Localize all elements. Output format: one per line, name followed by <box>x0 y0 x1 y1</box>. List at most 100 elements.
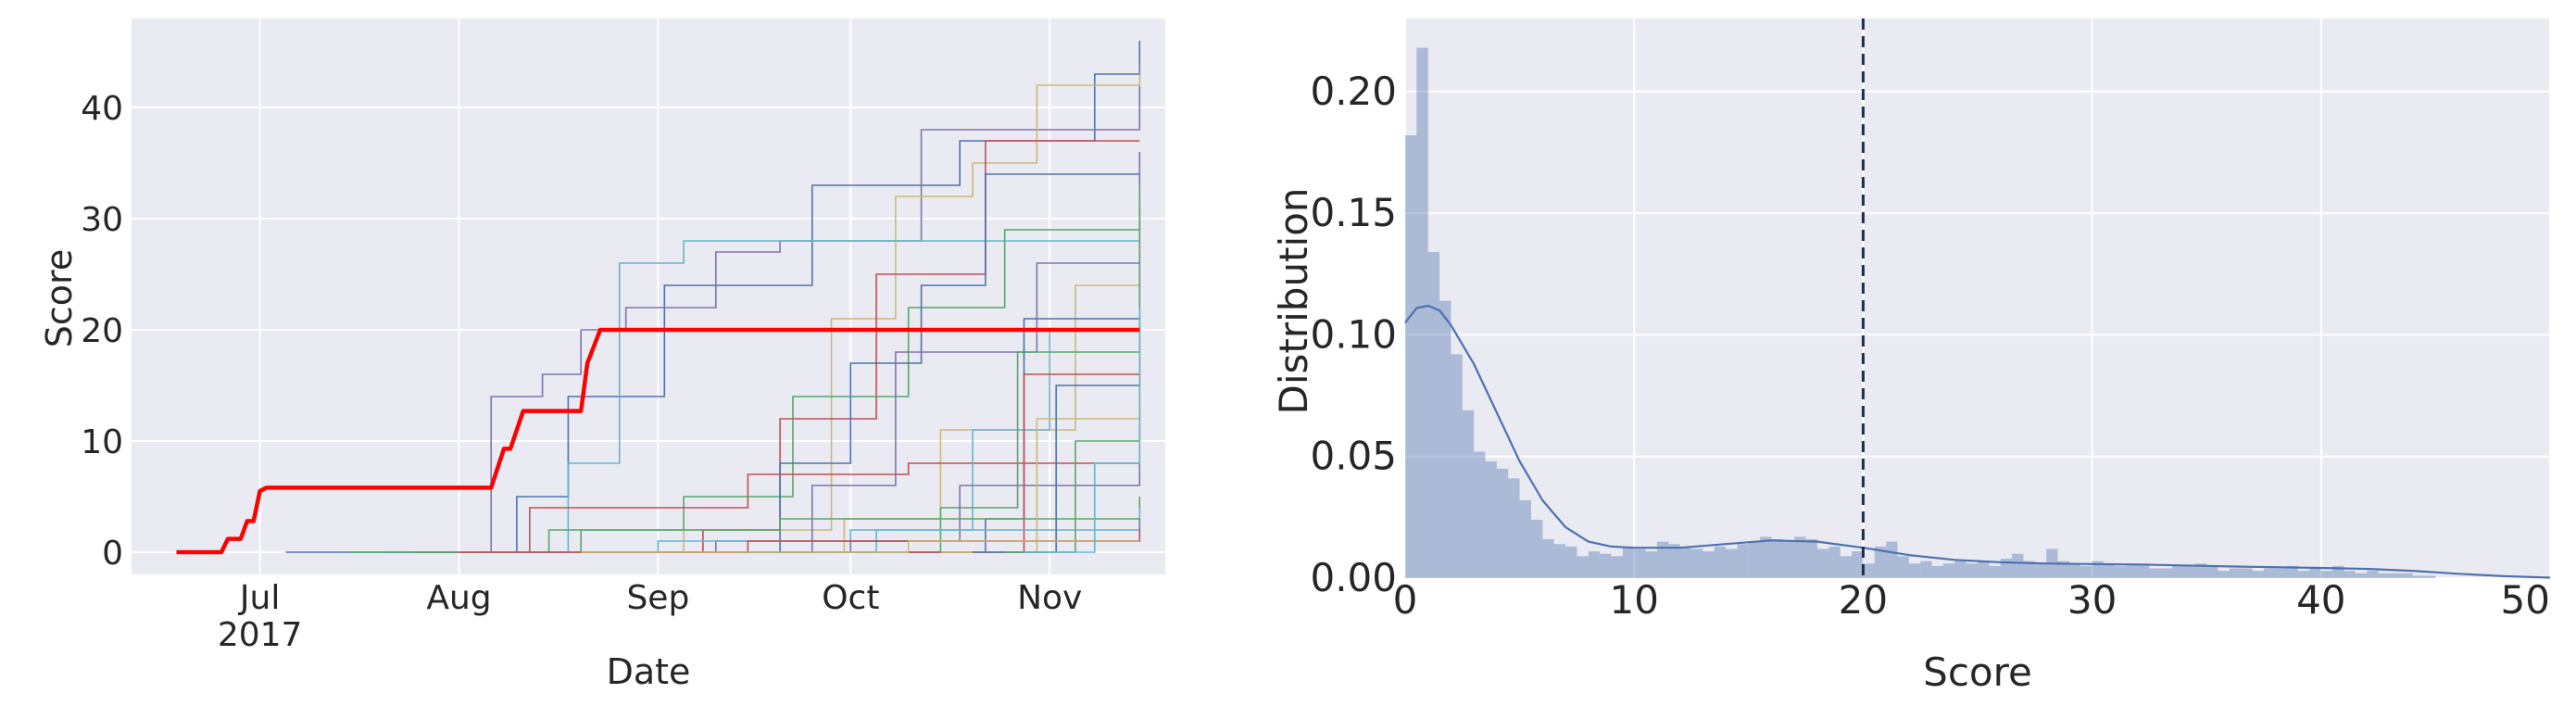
distribution-x-tick-label: 40 <box>2296 577 2345 623</box>
distribution-histogram-bar <box>1771 538 1783 578</box>
distribution-histogram-bar <box>2367 571 2379 578</box>
distribution-y-tick-label: 0.20 <box>1310 69 1397 114</box>
distribution-histogram-bar <box>2320 571 2333 578</box>
distribution-histogram-bar <box>2092 561 2104 578</box>
distribution-histogram-bar <box>1737 544 1749 578</box>
distribution-histogram-bar <box>1703 551 1715 578</box>
timeline-series-lines <box>285 41 1141 553</box>
timeline-highlight-series-line <box>176 327 1140 555</box>
distribution-histogram-bar <box>1942 563 1955 578</box>
distribution-histogram-bar <box>2138 563 2150 578</box>
distribution-x-tick-label: 0 <box>1393 577 1418 623</box>
distribution-histogram-bar <box>1989 565 2001 578</box>
timeline-y-tick-label: 0 <box>102 535 123 573</box>
distribution-histogram-bar <box>1908 563 1921 578</box>
distribution-gridlines <box>1404 19 2551 579</box>
distribution-histogram-bar <box>2012 553 2024 578</box>
distribution-histogram-bar <box>1634 548 1646 578</box>
timeline-x-tick-label: Nov <box>1017 579 1082 617</box>
distribution-histogram-bar <box>2229 568 2242 578</box>
distribution-histogram-bar <box>1474 451 1486 578</box>
distribution-kde-line <box>1404 304 2551 579</box>
timeline-series-line <box>715 152 1141 553</box>
distribution-plot-area <box>1405 19 2550 578</box>
distribution-tick-labels: 0 10 20 30 40 50 0.00 0.05 0.10 0.15 0.20 <box>1310 69 2550 623</box>
timeline-y-tick-label: 10 <box>81 423 123 461</box>
distribution-y-tick-label: 0.05 <box>1310 434 1397 479</box>
distribution-histogram-bar <box>2401 573 2413 578</box>
timeline-x-tick-label: Sep <box>626 579 689 617</box>
distribution-histogram-bar <box>2344 571 2356 578</box>
distribution-histogram-bar <box>2264 568 2276 578</box>
distribution-histogram-bar <box>1852 551 1864 578</box>
distribution-histogram-bar <box>1691 548 1703 578</box>
distribution-histogram-bar <box>2252 571 2264 578</box>
distribution-histogram-bar <box>2275 568 2287 578</box>
timeline-series-line <box>484 240 1140 553</box>
distribution-y-tick-label: 0.10 <box>1310 311 1397 357</box>
timeline-series-line <box>581 540 1140 553</box>
distribution-histogram-bar <box>2206 565 2218 578</box>
distribution-histogram-bar <box>1519 499 1531 578</box>
distribution-histogram-bar <box>2218 571 2230 578</box>
distribution-histogram-bar <box>2115 565 2127 578</box>
distribution-histogram-bar <box>1416 47 1428 578</box>
timeline-x-tick-label: Jul <box>238 579 280 617</box>
distribution-histogram-bars <box>1405 47 2436 578</box>
timeline-y-tick-label: 40 <box>81 90 123 128</box>
distribution-histogram-bar <box>2160 568 2173 578</box>
timeline-series-line <box>414 462 1140 553</box>
distribution-histogram-bar <box>2309 568 2321 578</box>
distribution-histogram-bar <box>1611 556 1623 578</box>
distribution-histogram-bar <box>2149 568 2161 578</box>
timeline-highlight-line <box>176 327 1140 555</box>
distribution-histogram-bar <box>1577 556 1589 578</box>
distribution-histogram-bar <box>1760 536 1772 578</box>
distribution-histogram-bar <box>1714 546 1727 578</box>
distribution-histogram-bar <box>1427 252 1440 578</box>
distribution-x-tick-label: 50 <box>2501 577 2550 623</box>
distribution-histogram-bar <box>1656 541 1669 578</box>
distribution-histogram-bar <box>1439 300 1451 578</box>
timeline-series-line <box>1024 308 1141 553</box>
distribution-x-tick-label: 10 <box>1609 577 1658 623</box>
distribution-y-tick-label: 0.00 <box>1310 555 1397 600</box>
distribution-x-tick-label: 30 <box>2067 577 2117 623</box>
timeline-plot-area <box>132 19 1165 574</box>
distribution-histogram-bar <box>1485 460 1497 578</box>
distribution-histogram-bar <box>1966 563 1978 578</box>
distribution-histogram-bar <box>1840 556 1853 578</box>
distribution-histogram-bar <box>2412 575 2425 578</box>
distribution-histogram-bar <box>1451 354 1463 578</box>
distribution-histogram-bar <box>2424 575 2436 578</box>
timeline-x-axis-label: Date <box>607 651 691 692</box>
distribution-histogram-bar <box>1622 546 1635 578</box>
distribution-histogram-bar <box>2286 565 2299 578</box>
distribution-histogram-bar <box>2103 563 2116 578</box>
timeline-y-tick-label: 20 <box>81 312 123 350</box>
distribution-histogram-bar <box>2080 565 2092 578</box>
distribution-histogram-bar <box>1542 538 1554 578</box>
timeline-series-line <box>382 63 1141 553</box>
distribution-histogram-bar <box>1600 553 1612 578</box>
distribution-histogram-bar <box>1954 561 1967 578</box>
distribution-histogram-bar <box>1828 546 1841 578</box>
score-distribution-chart: 0 10 20 30 40 50 0.00 0.05 0.10 0.15 0.20 Score Di… <box>1271 19 2551 695</box>
distribution-histogram-bar <box>2241 568 2253 578</box>
distribution-histogram-bar <box>1816 548 1829 578</box>
timeline-x-tick-label: Aug <box>426 579 491 617</box>
distribution-histogram-bar <box>1978 561 1990 578</box>
distribution-histogram-bar <box>1863 563 1875 578</box>
distribution-histogram-bar <box>2355 573 2368 578</box>
distribution-histogram-bar <box>1782 541 1795 578</box>
distribution-histogram-bar <box>1726 548 1738 578</box>
distribution-histogram-bar <box>2183 565 2195 578</box>
distribution-x-axis-label: Score <box>1923 649 2032 695</box>
distribution-histogram-bar <box>1920 561 1932 578</box>
distribution-histogram-bar <box>1405 135 1417 578</box>
distribution-histogram-bar <box>1462 410 1475 578</box>
distribution-histogram-bar <box>2068 563 2081 578</box>
distribution-histogram-bar <box>1874 546 1887 578</box>
